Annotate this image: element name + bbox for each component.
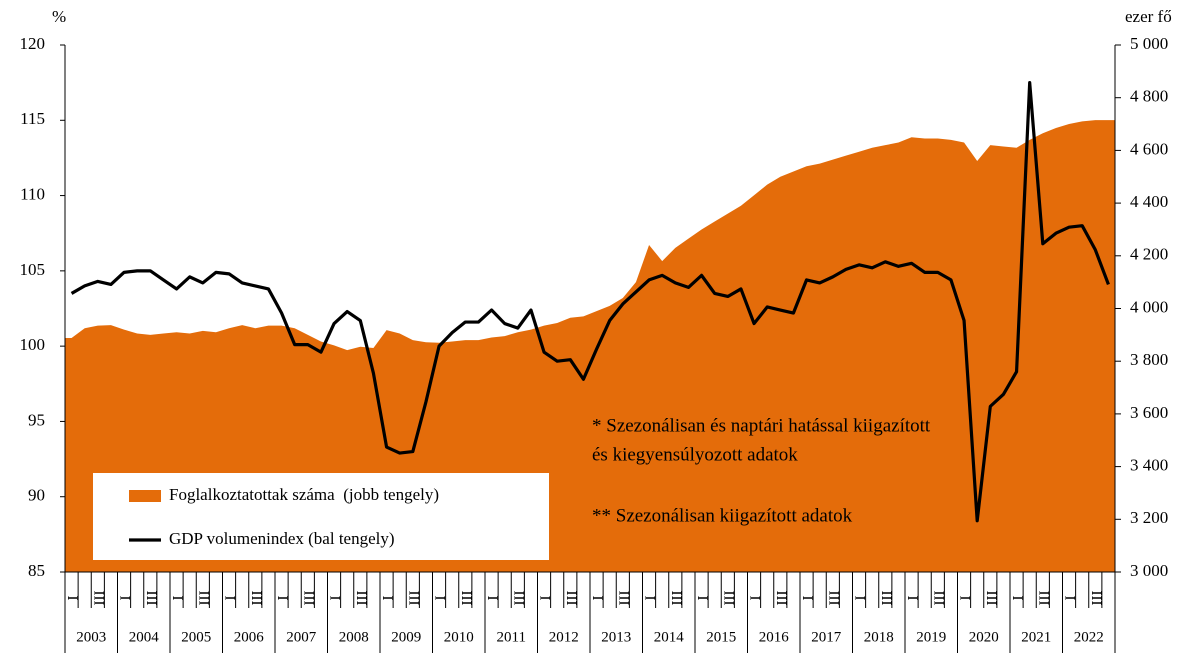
x-tick-label: III [930, 591, 946, 606]
year-label: 2009 [391, 629, 421, 645]
x-tick-label: III [510, 591, 526, 606]
x-tick-label: III [353, 591, 369, 606]
x-tick-label: I [274, 596, 290, 601]
area [65, 120, 1115, 572]
year-label: 2004 [129, 629, 160, 645]
legend-label: GDP volumenindex (bal tengely) [169, 529, 395, 548]
line [70, 81, 1110, 523]
x-tick-label: III [405, 591, 421, 606]
y-tick-label: 95 [28, 410, 45, 429]
year-label: 2016 [759, 629, 790, 645]
legend-box [93, 473, 549, 560]
year-label: 2006 [234, 629, 265, 645]
year-label: 2015 [706, 629, 736, 645]
x-tick-label: I [642, 596, 658, 601]
year-label: 2012 [549, 629, 579, 645]
year-label: 2008 [339, 629, 369, 645]
x-tick-label: III [825, 591, 841, 606]
x-tick-label: I [904, 596, 920, 601]
year-label: 2018 [864, 629, 894, 645]
x-tick-label: I [589, 596, 605, 601]
x-tick-label: I [117, 596, 133, 601]
y-tick-label: 120 [20, 34, 46, 53]
x-tick-label: III [773, 591, 789, 606]
year-label: 2021 [1021, 629, 1051, 645]
year-label: 2014 [654, 629, 685, 645]
y2-axis-unit: ezer fő [1125, 7, 1172, 26]
x-tick-label: I [222, 596, 238, 601]
y2-tick-label: 3 400 [1130, 456, 1168, 475]
x-tick-label: I [747, 596, 763, 601]
x-tick-label: I [799, 596, 815, 601]
x-tick-label: I [537, 596, 553, 601]
y2-tick-label: 3 200 [1130, 508, 1168, 527]
y2-tick-label: 4 400 [1130, 192, 1168, 211]
year-label: 2011 [497, 629, 526, 645]
x-tick-label: III [458, 591, 474, 606]
y-tick-label: 85 [28, 561, 45, 580]
x-tick-label: III [300, 591, 316, 606]
x-tick-label: III [1088, 591, 1104, 606]
legend-label: Foglalkoztatottak száma (jobb tengely) [169, 485, 439, 504]
x-tick-label: III [668, 591, 684, 606]
y2-tick-label: 4 000 [1130, 297, 1168, 316]
x-tick-label: III [195, 591, 211, 606]
y2-tick-label: 3 000 [1130, 561, 1168, 580]
x-tick-label: III [248, 591, 264, 606]
y2-tick-label: 3 600 [1130, 403, 1168, 422]
y-tick-label: 105 [20, 260, 46, 279]
y-tick-label: 100 [20, 335, 46, 354]
x-tick-label: III [615, 591, 631, 606]
x-tick-label: I [852, 596, 868, 601]
x-tick-label: III [143, 591, 159, 606]
year-label: 2003 [76, 629, 106, 645]
annotation: és kiegyensúlyozott adatok [592, 444, 798, 465]
year-label: 2007 [286, 629, 317, 645]
x-tick-label: III [563, 591, 579, 606]
y2-tick-label: 3 800 [1130, 350, 1168, 369]
x-tick-label: III [720, 591, 736, 606]
year-label: 2022 [1074, 629, 1104, 645]
x-tick-label: III [983, 591, 999, 606]
y2-tick-label: 4 600 [1130, 139, 1168, 158]
x-tick-label: III [90, 591, 106, 606]
annotation: * Szezonálisan és naptári hatással kiiga… [592, 415, 931, 436]
annotation: ** Szezonálisan kiigazított adatok [592, 505, 853, 526]
x-tick-label: I [327, 596, 343, 601]
year-label: 2017 [811, 629, 842, 645]
x-tick-label: III [878, 591, 894, 606]
year-label: 2010 [444, 629, 474, 645]
y2-tick-label: 5 000 [1130, 34, 1168, 53]
x-tick-label: I [432, 596, 448, 601]
legend-swatch [129, 490, 161, 502]
y2-tick-label: 4 800 [1130, 87, 1168, 106]
year-label: 2013 [601, 629, 631, 645]
y2-tick-label: 4 200 [1130, 245, 1168, 264]
year-label: 2019 [916, 629, 946, 645]
year-label: 2005 [181, 629, 211, 645]
x-tick-label: I [64, 596, 80, 601]
x-tick-label: I [379, 596, 395, 601]
x-tick-label: I [1062, 596, 1078, 601]
y-tick-label: 90 [28, 486, 45, 505]
y-axis-unit: % [52, 7, 66, 26]
x-tick-label: I [957, 596, 973, 601]
y-tick-label: 110 [20, 184, 45, 203]
x-tick-label: I [1009, 596, 1025, 601]
x-tick-label: I [694, 596, 710, 601]
x-tick-label: I [484, 596, 500, 601]
x-tick-label: I [169, 596, 185, 601]
year-label: 2020 [969, 629, 999, 645]
x-tick-label: III [1035, 591, 1051, 606]
y-tick-label: 115 [20, 109, 45, 128]
